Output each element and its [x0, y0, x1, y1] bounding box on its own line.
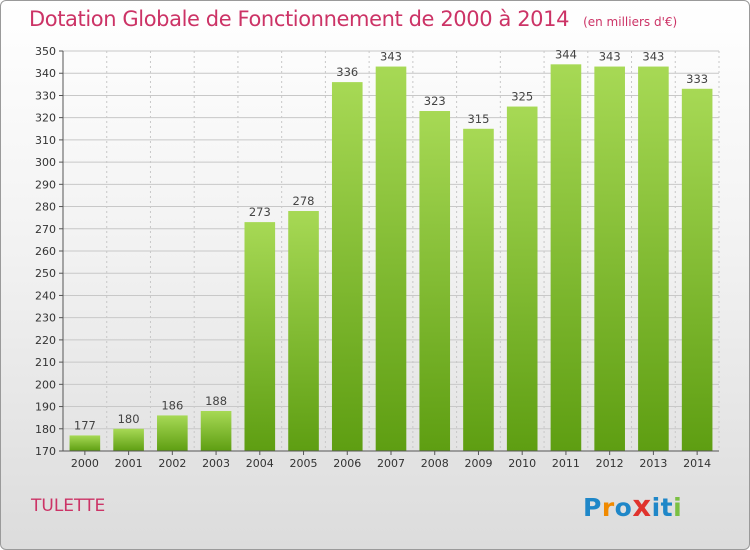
x-tick-label: 2009 [464, 457, 492, 470]
bar [157, 415, 188, 451]
y-tick-label: 310 [35, 134, 56, 147]
logo-letter: i [673, 493, 683, 522]
x-tick-label: 2010 [508, 457, 536, 470]
bars: 177 180 186 188 273 278 336 343 323 315 325 344 343 3… [69, 47, 713, 452]
data-label: 273 [249, 205, 271, 219]
y-tick-label: 320 [35, 112, 56, 125]
y-tick-label: 240 [35, 289, 56, 302]
data-label: 188 [205, 394, 227, 408]
x-tick-label: 2000 [71, 457, 99, 470]
x-tick-label: 2014 [683, 457, 711, 470]
x-tick-label: 2002 [158, 457, 186, 470]
data-label: 343 [599, 50, 621, 64]
y-tick-label: 200 [35, 378, 56, 391]
data-label: 343 [380, 50, 402, 64]
x-tick-label: 2007 [377, 457, 405, 470]
bar [419, 111, 451, 451]
y-tick-label: 190 [35, 401, 56, 414]
data-label: 177 [74, 418, 96, 432]
bar [288, 211, 319, 451]
y-tick-label: 300 [35, 156, 56, 169]
x-tick-label: 2013 [639, 457, 667, 470]
y-tick-label: 230 [35, 312, 56, 325]
bar [463, 128, 494, 451]
logo-letter: o [614, 493, 633, 522]
x-tick-label: 2008 [421, 457, 449, 470]
logo-letter: P [583, 493, 602, 522]
title-text: Dotation Globale de Fonctionnement de 20… [29, 7, 570, 31]
x-tick-label: 2005 [290, 457, 318, 470]
bar [506, 106, 538, 452]
bar [331, 82, 363, 451]
y-tick-label: 170 [35, 445, 56, 458]
logo-letter: r [601, 493, 615, 522]
x-tick-label: 2001 [115, 457, 143, 470]
data-label: 344 [555, 47, 577, 61]
chart-title: Dotation Globale de Fonctionnement de 20… [29, 7, 677, 31]
y-tick-label: 330 [35, 89, 56, 102]
unit-label: (en milliers d'€) [583, 15, 678, 29]
y-tick-label: 280 [35, 201, 56, 214]
logo-letter: i [651, 493, 661, 522]
bar [69, 435, 101, 451]
data-label: 336 [336, 65, 358, 79]
y-tick-label: 220 [35, 334, 56, 347]
axes: 170 180 190 200 210 220 230 240 250 260 270 280 290 3… [35, 45, 719, 470]
data-label: 333 [686, 72, 708, 86]
y-tick-label: 210 [35, 356, 56, 369]
x-tick-label: 2011 [552, 457, 580, 470]
data-label: 343 [642, 50, 664, 64]
bar [594, 66, 625, 452]
bar [200, 411, 232, 451]
data-label: 315 [467, 112, 489, 126]
logo-letter: t [660, 493, 674, 522]
y-tick-label: 290 [35, 178, 56, 191]
y-tick-label: 180 [35, 423, 56, 436]
data-label: 278 [293, 194, 315, 208]
bar [244, 222, 276, 451]
data-label: 325 [511, 90, 533, 104]
x-tick-label: 2012 [596, 457, 624, 470]
bar [681, 88, 713, 452]
commune-name: TULETTE [31, 496, 106, 516]
data-label: 186 [161, 398, 183, 412]
bar [550, 64, 582, 452]
y-tick-label: 340 [35, 67, 56, 80]
bar [375, 66, 407, 452]
data-label: 180 [118, 412, 140, 426]
y-tick-label: 250 [35, 267, 56, 280]
x-tick-label: 2006 [333, 457, 361, 470]
y-tick-label: 260 [35, 245, 56, 258]
y-tick-label: 270 [35, 223, 56, 236]
bar [113, 428, 144, 451]
bar [638, 66, 669, 452]
data-label: 323 [424, 94, 446, 108]
logo-letter: x [632, 489, 652, 523]
x-tick-label: 2003 [202, 457, 230, 470]
y-tick-label: 350 [35, 45, 56, 58]
x-tick-label: 2004 [246, 457, 274, 470]
proxiti-logo: Proxiti [583, 489, 682, 525]
